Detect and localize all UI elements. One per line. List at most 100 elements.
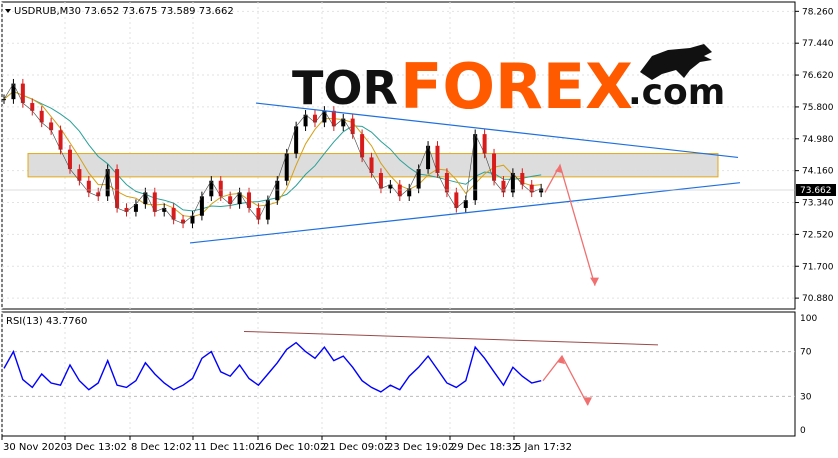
price-candle-body <box>133 204 138 212</box>
price-candle-body <box>162 207 167 212</box>
price-tick-label: 74.160 <box>802 167 834 177</box>
price-candle-body <box>115 169 120 208</box>
rsi-forecast-arrowhead-up <box>557 356 565 365</box>
price-candle-body <box>463 200 468 208</box>
price-tick-label: 70.880 <box>802 294 834 304</box>
time-tick-label: 8 Dec 12:02 <box>131 442 192 453</box>
price-candle-body <box>199 196 204 216</box>
price-candle-body <box>2 99 6 101</box>
resistance-trendline <box>255 102 739 159</box>
price-candle-body <box>209 180 214 197</box>
time-tick-label: 5 Jan 17:32 <box>515 442 572 453</box>
price-candle-body <box>529 184 534 193</box>
price-tick-label: 76.620 <box>802 71 834 81</box>
rsi-tick-label: 30 <box>800 392 812 402</box>
price-candle-body <box>294 126 299 154</box>
price-candle-body <box>369 157 374 173</box>
price-tick-label: 71.700 <box>802 262 834 272</box>
price-candle-body <box>105 169 110 197</box>
current-price-label: 73.662 <box>800 186 832 196</box>
torforex-logo: TOR FOREX .com <box>292 44 725 123</box>
price-candle-body <box>454 192 459 208</box>
price-candle-body <box>397 184 402 197</box>
price-candle-body <box>143 192 148 205</box>
price-candle-body <box>20 83 25 104</box>
support-trendline <box>189 182 741 244</box>
price-candle-body <box>39 110 44 123</box>
price-candle-body <box>58 130 63 150</box>
logo-tor: TOR <box>292 61 398 115</box>
price-series <box>2 78 795 286</box>
price-candle-body <box>435 145 440 173</box>
rsi-panel-frame <box>1 311 796 437</box>
price-candle-body <box>350 118 355 135</box>
rsi-header: RSI(13) 43.7760 <box>6 316 87 327</box>
price-candle-body <box>501 180 506 193</box>
time-tick-label: 23 Dec 19:02 <box>387 442 454 453</box>
price-close-line <box>3 82 542 224</box>
price-candle-body <box>86 180 91 193</box>
price-candle-body <box>256 207 261 220</box>
price-candle-body <box>96 192 101 197</box>
price-grid <box>1 2 795 309</box>
price-candle-body <box>181 219 186 224</box>
dropdown-triangle-icon[interactable] <box>5 9 11 13</box>
price-candle-body <box>322 110 327 123</box>
rsi-forecast-arrowhead-down <box>583 397 592 406</box>
price-candle-body <box>378 172 383 189</box>
forecast-arrowhead-down <box>590 277 599 286</box>
price-candle-body <box>331 110 336 127</box>
logo-forex: FOREX <box>400 50 633 123</box>
price-tick-label: 77.440 <box>802 39 834 49</box>
time-tick-label: 3 Dec 13:02 <box>66 442 127 453</box>
price-candle-body <box>152 192 157 212</box>
time-tick-label: 29 Dec 18:32 <box>451 442 518 453</box>
price-candle-body <box>190 215 195 224</box>
price-candle-body <box>510 172 515 193</box>
price-candle-body <box>520 172 525 185</box>
price-candle-body <box>171 207 176 220</box>
price-candle-body <box>492 153 497 181</box>
price-tick-label: 72.520 <box>802 230 834 240</box>
price-tick-label: 74.980 <box>802 135 834 145</box>
price-axis: 78.260 77.440 76.620 75.800 74.980 74.160 73.3… <box>795 7 834 304</box>
price-candle-body <box>426 145 431 170</box>
moving-average-fast <box>3 90 542 218</box>
price-candle-body <box>407 188 412 197</box>
rsi-tick-label: 0 <box>800 426 806 436</box>
price-candle-body <box>539 188 544 193</box>
time-tick-label: 11 Dec 11:02 <box>194 442 261 453</box>
price-candle-body <box>247 192 252 208</box>
price-candle-body <box>303 114 308 127</box>
price-candle-body <box>218 180 223 197</box>
price-tick-label: 73.340 <box>802 199 834 209</box>
price-candle-body <box>77 169 82 181</box>
price-candle-body <box>444 172 449 193</box>
rsi-line <box>3 341 542 393</box>
logo-com: .com <box>628 72 725 113</box>
rsi-axis: 100 70 30 0 <box>800 314 817 436</box>
price-candle-body <box>284 153 289 181</box>
forecast-arrowhead-up <box>555 165 563 174</box>
price-candle-body <box>275 180 280 201</box>
time-tick-label: 16 Dec 10:02 <box>259 442 326 453</box>
price-candle-body <box>473 134 478 201</box>
price-candle-body <box>416 169 421 189</box>
price-candle-body <box>67 149 72 170</box>
price-candle-body <box>312 114 317 123</box>
price-candle-body <box>341 118 346 127</box>
price-candle-body <box>124 207 129 212</box>
price-candle-body <box>265 200 270 220</box>
price-candle-body <box>228 196 233 205</box>
bull-icon <box>640 44 712 80</box>
price-candle-body <box>30 103 35 111</box>
price-candle-body <box>237 192 242 205</box>
price-candle-body <box>482 134 487 154</box>
price-candle-body <box>11 83 16 100</box>
price-tick-label: 78.260 <box>802 7 834 17</box>
rsi-series <box>3 330 659 406</box>
time-tick-label: 21 Dec 09:02 <box>323 442 390 453</box>
time-tick-label: 30 Nov 2020 <box>3 442 67 453</box>
